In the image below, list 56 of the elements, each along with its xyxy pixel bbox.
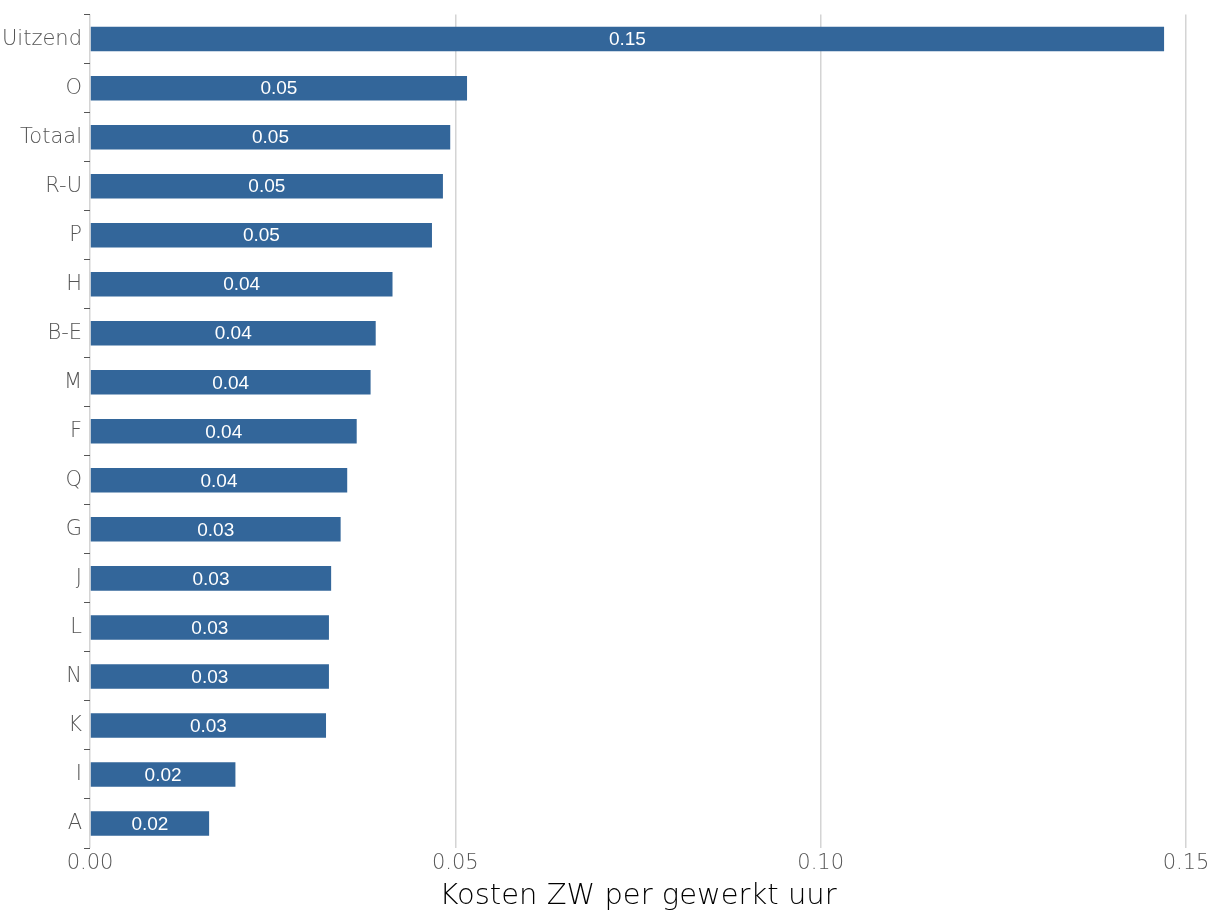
y-tick-label: N [66,662,83,687]
data-label: 0.05 [252,126,289,148]
x-tick-label: 0.15 [1162,850,1210,875]
data-label: 0.04 [214,322,253,344]
y-tick-label: J [75,564,83,589]
data-label: 0.05 [248,175,286,197]
y-tick-label: I [75,760,83,785]
y-tick-label: Totaal [20,123,83,148]
bar [90,370,371,395]
bar [90,26,1165,52]
y-tick-label: K [68,711,83,736]
bar [90,419,357,444]
data-label: 0.04 [212,371,250,393]
data-label: 0.05 [242,224,280,246]
x-tick-label: 0.10 [797,850,845,875]
x-axis-title: Kosten ZW per gewerkt uur [439,877,837,912]
y-tick-label: A [67,809,83,834]
bar [90,124,451,150]
data-label: 0.04 [205,420,243,442]
data-label: 0.03 [191,616,229,638]
x-tick-label: 0.00 [66,850,114,875]
data-label: 0.15 [608,28,646,50]
data-label: 0.05 [260,77,298,99]
bar [90,517,341,542]
y-tick-label: P [69,221,83,246]
bar [90,222,432,248]
data-label: 0.03 [197,518,235,540]
bar [90,713,327,738]
bar [90,615,329,640]
y-tick-label: B-E [47,319,83,344]
bar [90,468,348,493]
bar [90,75,468,101]
data-label: 0.03 [189,714,227,736]
data-label: 0.03 [192,567,230,589]
y-tick-label: G [65,515,83,540]
bar [90,173,443,199]
y-tick-label: Uitzend [1,25,83,50]
x-tick-label: 0.05 [431,850,479,875]
data-label: 0.04 [200,469,238,491]
bar [90,566,332,591]
y-tick-label: L [70,613,83,638]
bar [90,762,236,787]
y-tick-label: H [66,270,83,295]
y-tick-label: M [63,368,83,393]
y-tick-label: F [69,417,83,442]
bar [90,321,376,346]
bar [90,811,210,836]
data-label: 0.03 [191,665,229,687]
data-label: 0.02 [144,763,182,785]
y-tick-label: O [65,74,83,99]
data-label: 0.02 [131,812,169,834]
data-label: 0.04 [223,273,261,295]
bar [90,664,329,689]
y-tick-label: R-U [45,172,83,197]
bar [90,271,393,297]
y-tick-label: Q [65,466,83,491]
